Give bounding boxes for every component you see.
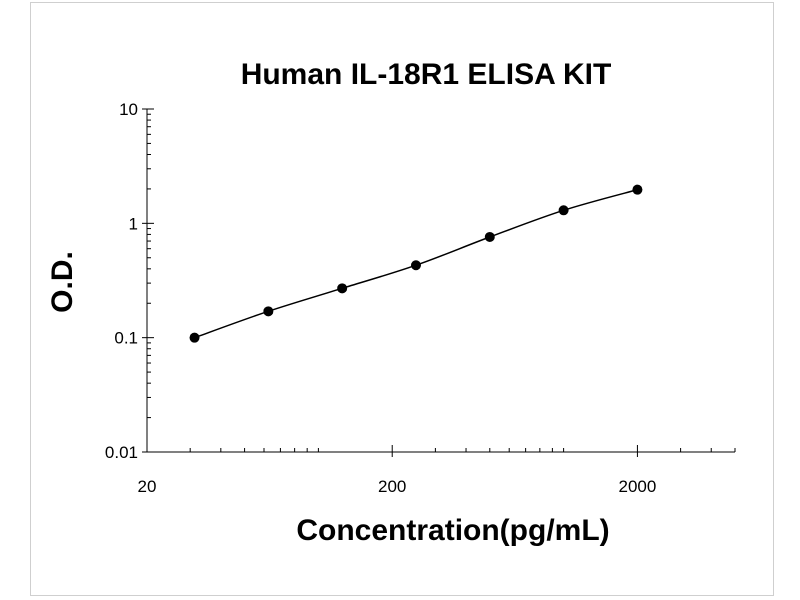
data-point — [263, 306, 274, 317]
data-points — [189, 184, 643, 343]
x-tick-label: 2000 — [619, 477, 657, 496]
x-ticks: 20 200 2000 — [138, 445, 736, 496]
x-axis-label: Concentration(pg/mL) — [296, 514, 609, 547]
data-point — [632, 184, 643, 195]
y-tick-label: 10 — [119, 100, 138, 119]
y-tick-label: 0.01 — [105, 443, 138, 462]
data-point — [337, 283, 348, 294]
data-point — [410, 260, 421, 271]
y-tick-label: 1 — [129, 214, 138, 233]
y-axis-label: O.D. — [46, 251, 79, 313]
chart-frame — [30, 2, 774, 596]
data-point — [558, 205, 569, 216]
x-tick-label: 20 — [138, 477, 157, 496]
data-point — [189, 332, 200, 343]
y-tick-label: 0.1 — [114, 329, 138, 348]
x-tick-label: 200 — [378, 477, 406, 496]
data-point — [484, 231, 495, 242]
chart-title: Human IL-18R1 ELISA KIT — [241, 58, 612, 91]
y-ticks: 0.01 0.1 1 10 — [105, 100, 154, 462]
axes — [146, 109, 735, 453]
